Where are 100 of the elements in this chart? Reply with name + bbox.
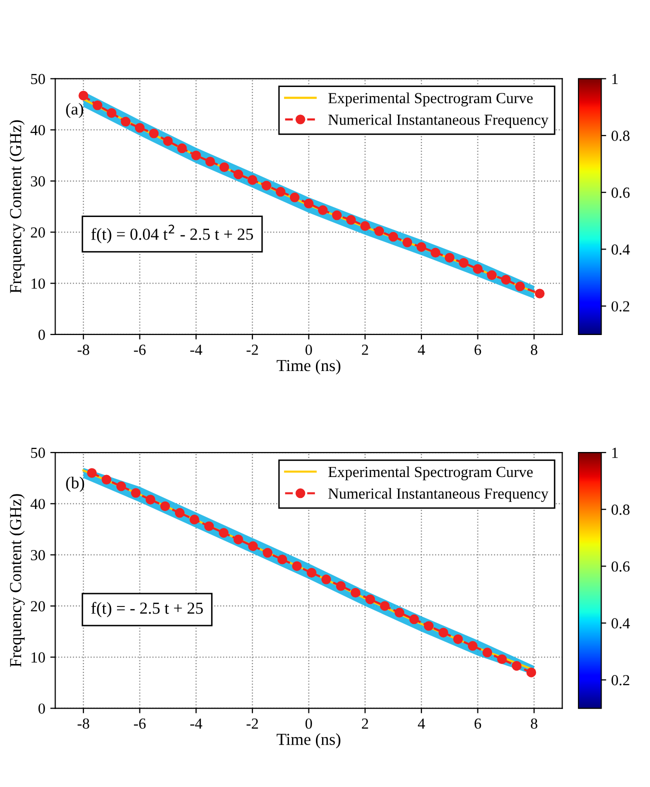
point [205,156,216,166]
point [277,554,288,564]
point [116,481,126,492]
x-tick-label: 6 [474,344,482,355]
color-bar-label: 1 [612,74,618,84]
y-tick-label: 50 [31,448,45,458]
x-axis-title: Time (ns) [276,733,340,748]
point [174,508,185,518]
y-tick-label: 40 [30,498,45,510]
color-bar-label: 0.2 [612,675,630,686]
point [453,634,463,644]
point [534,288,545,298]
point [102,474,112,484]
y-tick-label: 50 [31,74,45,84]
point [92,100,102,110]
x-tick-label: 8 [530,344,538,355]
x-tick-label: 8 [530,718,538,729]
y-tick-label: 30 [30,550,45,560]
x-tick-label: 0 [306,718,312,729]
point [346,215,356,225]
point [190,514,200,524]
point [146,494,156,504]
point [365,594,376,604]
point [332,210,342,220]
point [233,534,244,544]
point [218,528,229,538]
y-tick-label: 10 [32,278,45,289]
x-tick-label: 2 [362,344,368,355]
y-tick-label: 20 [30,227,45,238]
point [177,143,187,154]
point [388,232,398,242]
x-tick-label: 4 [418,344,425,355]
x-tick-label: 4 [418,718,425,729]
x-axis-title: Time (ns) [276,359,340,375]
point [350,588,360,598]
point [468,641,478,651]
color-bar-label: 0.6 [612,561,630,572]
point [482,648,492,658]
point [304,198,314,208]
x-tick-label: -2 [246,344,258,355]
x-tick-label: -8 [78,344,90,355]
point [87,468,97,478]
y-tick-label: 0 [38,330,45,340]
x-tick-label: 2 [362,718,368,729]
point [360,221,370,231]
point [486,270,497,280]
y-tick-label: 0 [38,703,45,714]
point [191,150,201,160]
x-tick-label: -4 [190,718,202,729]
point [163,136,173,146]
point [336,581,346,591]
legend-label: Numerical Instantaneous Frequency [328,488,548,502]
legend-label: Numerical Instantaneous Frequency [328,114,548,128]
point [374,226,384,236]
x-tick-label: 6 [474,718,482,729]
point [290,192,300,202]
point [262,548,272,558]
point [233,170,244,180]
point [248,175,258,185]
legend-label: Experimental Spectrogram Curve [328,466,533,480]
x-tick-label: -6 [134,344,146,355]
annotation: (a) [66,102,84,118]
color-bar-label: 0.6 [612,188,630,198]
point [120,116,131,127]
point [526,668,536,678]
point [130,488,141,498]
point [515,282,525,292]
point [78,90,88,100]
x-tick-label: -4 [190,344,202,355]
point [292,561,302,571]
point [497,654,507,664]
point [430,248,440,258]
point [248,541,258,551]
point [416,242,426,252]
point [262,180,272,190]
point [438,628,448,638]
point [394,608,404,618]
color-bar-label: 0.8 [612,504,630,515]
legend-label: Experimental Spectrogram Curve [328,92,533,106]
color-bar-label: 0.4 [612,618,630,629]
color-bar-label: 1 [612,448,618,458]
point [134,122,145,133]
point [424,621,434,631]
y-tick-label: 40 [30,124,45,136]
y-tick-label: 10 [32,652,45,663]
point [409,614,419,624]
point [318,205,328,216]
y-axis-title: Frequency Content (GHz) [10,120,25,294]
point [380,601,390,611]
point [204,521,214,532]
point [160,501,170,512]
point [306,568,316,578]
x-tick-label: -2 [246,718,258,729]
point [321,574,332,584]
annotation: (b) [66,476,84,492]
annotation: f(t) = - 2.5 t + 25 [91,602,203,618]
x-tick-label: -8 [78,718,90,729]
point [501,274,511,285]
y-axis-title: Frequency Content (GHz) [10,494,25,667]
y-tick-label: 30 [30,176,45,186]
